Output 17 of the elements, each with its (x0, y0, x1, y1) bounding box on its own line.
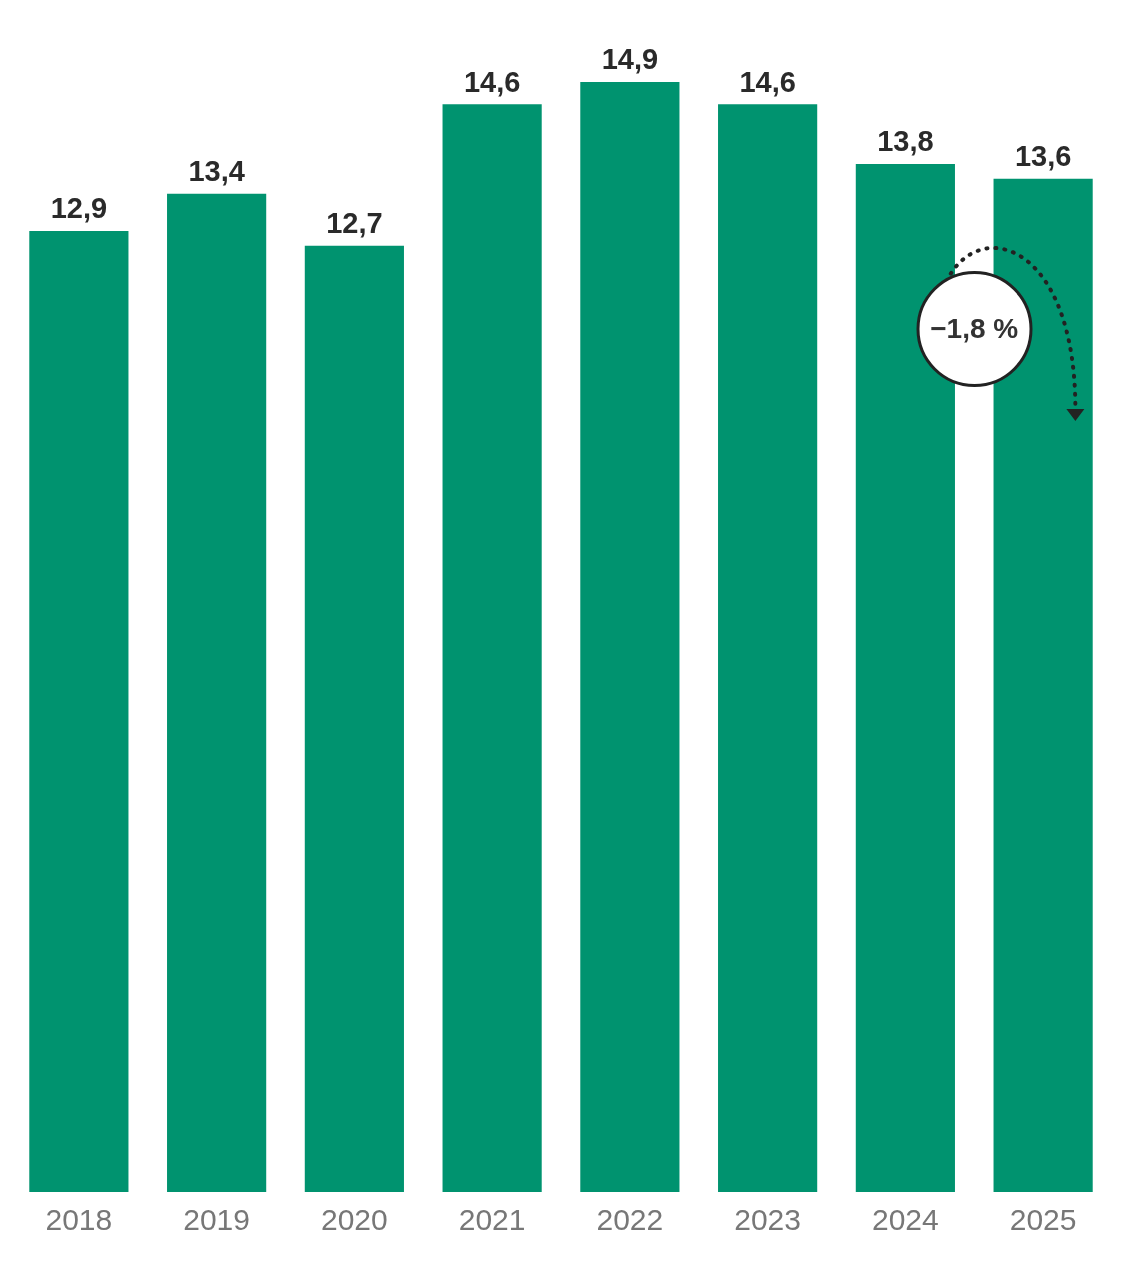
x-tick-label: 2018 (45, 1203, 113, 1237)
data-label: 12,9 (50, 192, 108, 225)
data-label: 14,6 (463, 65, 521, 98)
x-tick-label: 2019 (183, 1203, 250, 1237)
data-label: 13,4 (188, 155, 245, 188)
data-label: 14,9 (601, 43, 659, 76)
data-label: 12,7 (326, 207, 383, 240)
data-label: 13,8 (877, 125, 934, 158)
x-tick-label: 2021 (458, 1203, 526, 1237)
data-label: 13,6 (1014, 140, 1072, 173)
x-tick-label: 2022 (596, 1203, 664, 1237)
x-tick-label: 2025 (1009, 1203, 1077, 1237)
data-label: 14,6 (739, 65, 796, 98)
x-tick-label: 2020 (321, 1203, 388, 1237)
x-tick-label: 2024 (872, 1203, 939, 1237)
x-tick-label: 2023 (734, 1203, 801, 1237)
annotation: −1,8 % (916, 270, 1033, 387)
